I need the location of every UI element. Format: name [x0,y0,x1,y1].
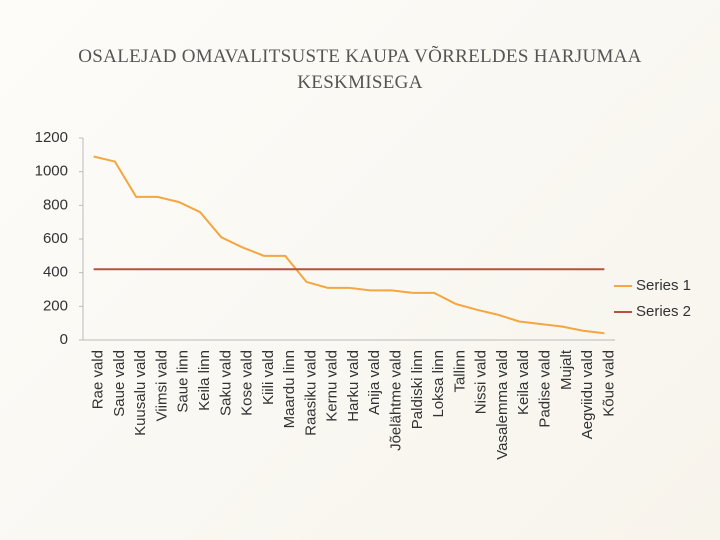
y-tick-label: 600 [43,230,68,247]
x-tick-label: Keila vald [515,350,532,415]
y-tick-label: 0 [60,331,68,348]
x-tick-label: Kernu vald [324,350,341,422]
x-tick-label: Rae vald [90,350,107,409]
x-tick-label: Paldiski linn [409,350,426,429]
legend-label: Series 1 [636,277,691,294]
x-tick-label: Vasalemma vald [494,350,511,460]
y-tick-label: 1000 [35,163,68,180]
x-tick-label: Kõue vald [600,350,617,417]
x-tick-label: Loksa linn [430,350,447,418]
x-tick-label: Saue linn [175,350,192,413]
y-tick-label: 800 [43,196,68,213]
x-tick-label: Maardu linn [281,350,298,428]
x-tick-label: Anija vald [366,350,383,415]
x-tick-label: Tallinn [451,350,468,393]
y-tick-label: 200 [43,297,68,314]
series-line [93,155,605,335]
x-tick-label: Saue vald [111,350,128,417]
x-tick-label: Nissi vald [473,350,490,414]
x-tick-label: Viimsi vald [153,350,170,421]
x-tick-label: Kiili vald [260,350,277,405]
x-tick-label: Aegviidu vald [579,350,596,439]
y-tick-label: 400 [43,264,68,281]
x-tick-label: Kuusalu vald [132,350,149,436]
x-tick-label: Kose vald [239,350,256,416]
chart-title: OSALEJAD OMAVALITSUSTE KAUPA VÕRRELDES H… [78,46,642,93]
x-tick-label: Harku vald [345,350,362,422]
x-tick-label: Padise vald [536,350,553,428]
legend-label: Series 2 [636,303,691,320]
x-tick-label: Raasiku vald [302,350,319,436]
x-tick-label: Jõelähtme vald [388,350,405,451]
x-tick-label: Mujalt [558,349,575,390]
x-tick-label: Keila linn [196,350,213,411]
x-tick-label: Saku vald [217,350,234,416]
y-tick-label: 1200 [35,129,68,146]
